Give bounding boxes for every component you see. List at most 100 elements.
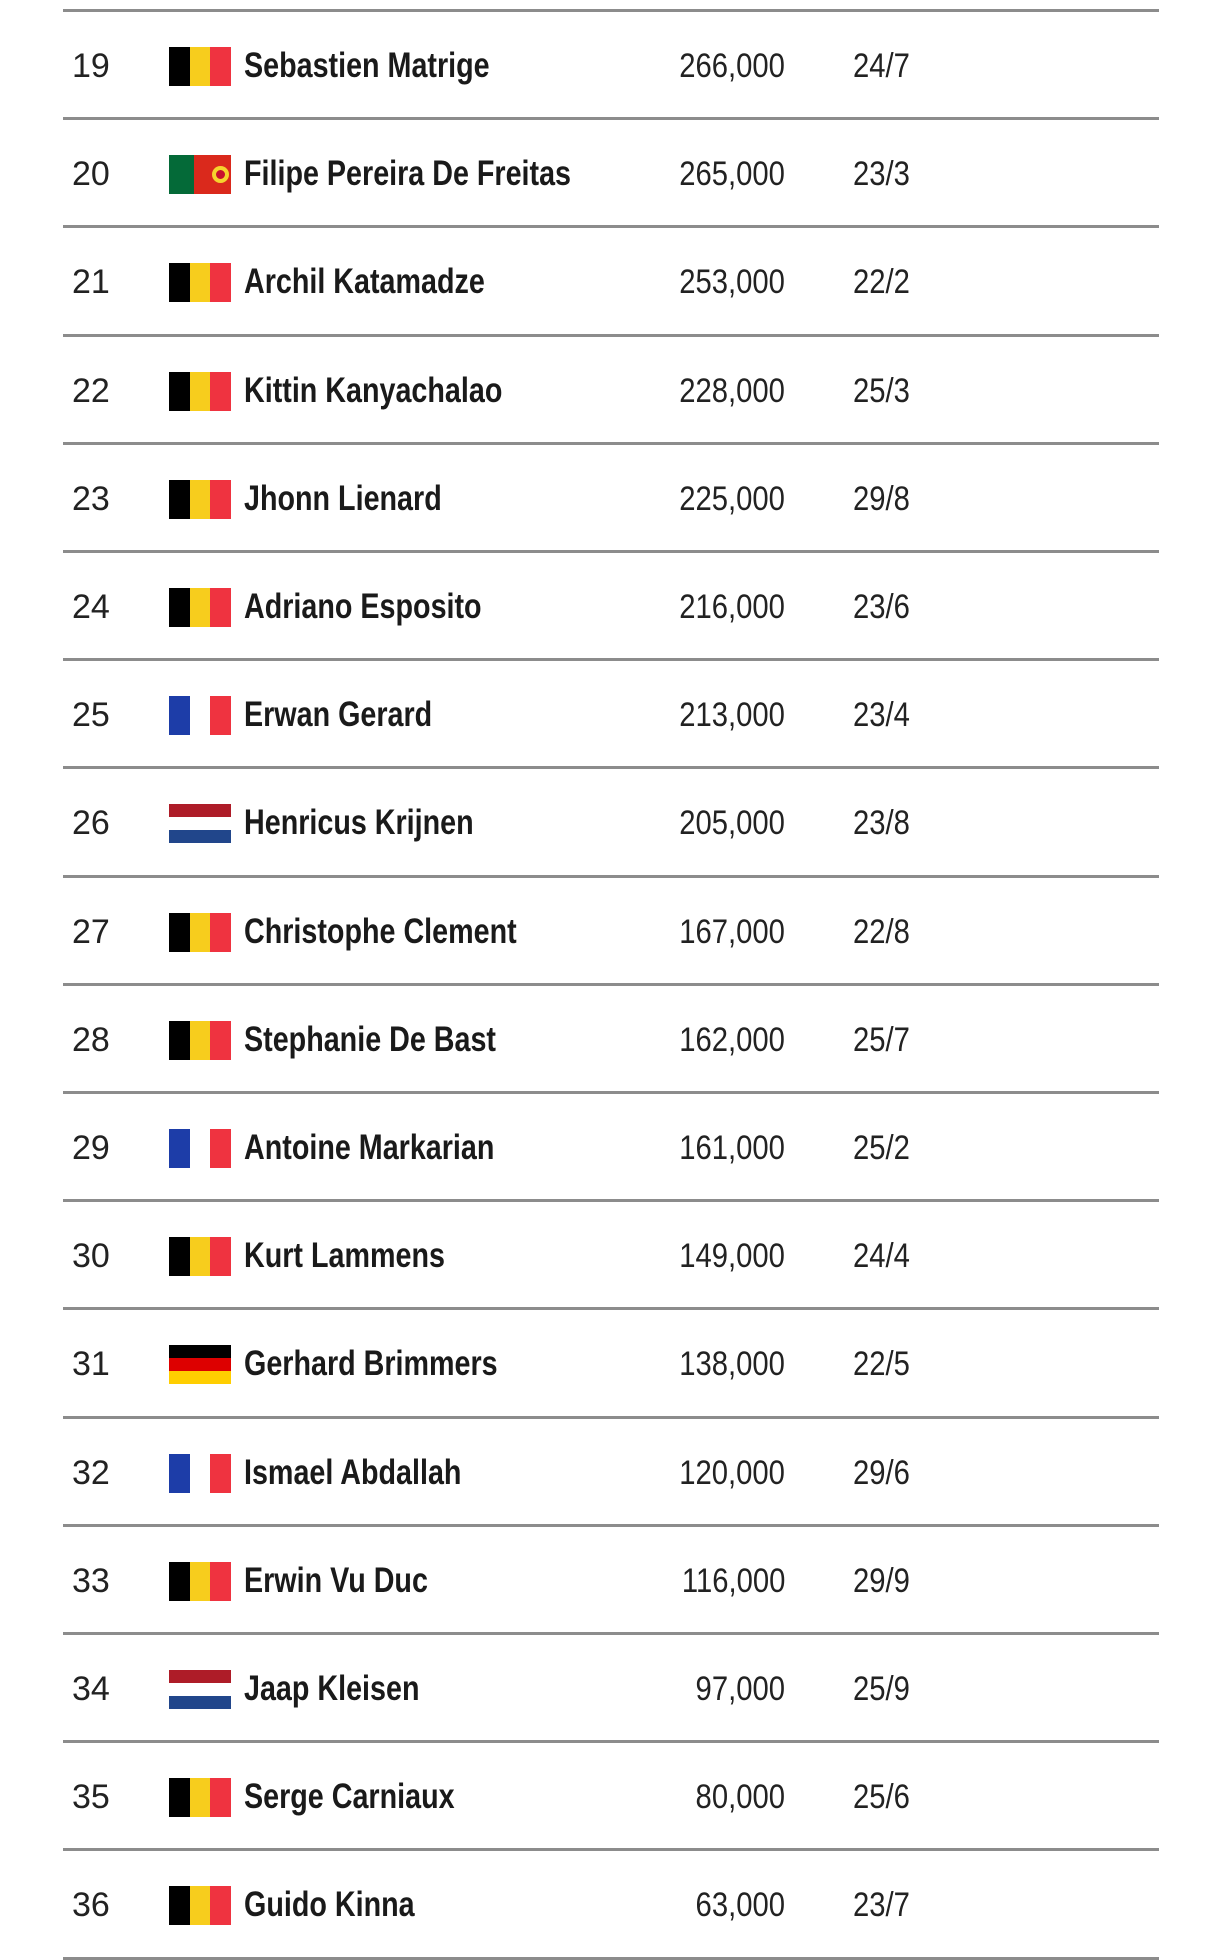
- belgium-flag-icon: [169, 371, 231, 411]
- player-name: Archil Katamadze: [244, 262, 485, 302]
- points-cell: 167,000: [679, 912, 785, 951]
- date-cell: 22/8: [853, 912, 910, 951]
- belgium-flag-icon: [169, 263, 231, 303]
- points-cell: 216,000: [679, 588, 785, 626]
- rank-cell: 33: [72, 1561, 110, 1600]
- table-row[interactable]: 32 Ismael Abdallah 120,000 29/6: [63, 1419, 1159, 1527]
- rank-cell: 31: [72, 1345, 110, 1384]
- belgium-flag-icon: [169, 47, 231, 86]
- table-row[interactable]: 20 Filipe Pereira De Freitas 265,000 23/3: [63, 120, 1159, 228]
- belgium-flag-icon: [169, 588, 231, 627]
- row-divider: [63, 1956, 1159, 1960]
- table-row[interactable]: 26 Henricus Krijnen 205,000 23/8: [63, 769, 1159, 877]
- player-name: Jhonn Lienard: [244, 478, 442, 518]
- rank-cell: 32: [72, 1453, 110, 1492]
- player-name: Erwin Vu Duc: [244, 1560, 428, 1600]
- player-name: Ismael Abdallah: [244, 1452, 462, 1492]
- rank-cell: 23: [72, 479, 110, 518]
- france-flag-icon: [169, 1453, 231, 1493]
- player-name: Henricus Krijnen: [244, 803, 474, 843]
- player-name: Adriano Esposito: [244, 587, 482, 626]
- player-name: Guido Kinna: [244, 1885, 415, 1925]
- table-row[interactable]: 19 Sebastien Matrige 266,000 24/7: [63, 12, 1159, 120]
- row-divider: [63, 1091, 1159, 1094]
- belgium-flag-icon: [169, 1237, 231, 1277]
- date-cell: 25/7: [853, 1020, 910, 1059]
- row-divider: [63, 1632, 1159, 1635]
- date-cell: 25/3: [853, 371, 910, 410]
- date-cell: 29/9: [853, 1561, 910, 1600]
- player-name: Serge Carniaux: [244, 1777, 455, 1817]
- points-cell: 97,000: [695, 1670, 785, 1708]
- table-row[interactable]: 23 Jhonn Lienard 225,000 29/8: [63, 445, 1159, 553]
- date-cell: 22/5: [853, 1345, 910, 1384]
- belgium-flag-icon: [169, 1778, 231, 1818]
- player-name: Erwan Gerard: [244, 695, 433, 735]
- rank-cell: 20: [72, 155, 110, 194]
- table-row[interactable]: 22 Kittin Kanyachalao 228,000 25/3: [63, 337, 1159, 445]
- row-divider: [63, 441, 1159, 445]
- belgium-flag-icon: [169, 912, 231, 952]
- player-name: Jaap Kleisen: [244, 1669, 420, 1708]
- row-divider: [63, 1415, 1159, 1419]
- points-cell: 228,000: [679, 371, 785, 410]
- row-divider: [63, 1307, 1159, 1311]
- rank-cell: 28: [72, 1020, 110, 1059]
- row-divider: [63, 658, 1159, 662]
- rank-cell: 27: [72, 912, 110, 951]
- row-divider: [63, 766, 1159, 770]
- table-row[interactable]: 27 Christophe Clement 167,000 22/8: [63, 878, 1159, 986]
- germany-flag-icon: [169, 1345, 231, 1385]
- date-cell: 25/9: [853, 1670, 910, 1708]
- date-cell: 24/4: [853, 1237, 910, 1276]
- points-cell: 120,000: [679, 1453, 785, 1492]
- points-cell: 149,000: [679, 1237, 785, 1276]
- table-row[interactable]: 31 Gerhard Brimmers 138,000 22/5: [63, 1310, 1159, 1418]
- row-divider: [63, 1199, 1159, 1203]
- points-cell: 205,000: [679, 804, 785, 843]
- belgium-flag-icon: [169, 1886, 231, 1926]
- points-cell: 116,000: [681, 1561, 785, 1600]
- points-cell: 266,000: [679, 47, 785, 85]
- rank-cell: 19: [72, 47, 110, 85]
- row-divider: [63, 550, 1159, 553]
- points-cell: 63,000: [695, 1886, 785, 1925]
- rank-cell: 34: [72, 1670, 110, 1708]
- table-row[interactable]: 29 Antoine Markarian 161,000 25/2: [63, 1094, 1159, 1202]
- netherlands-flag-icon: [169, 804, 231, 844]
- france-flag-icon: [169, 1129, 231, 1168]
- date-cell: 23/7: [853, 1886, 910, 1925]
- date-cell: 29/6: [853, 1453, 910, 1492]
- table-row[interactable]: 30 Kurt Lammens 149,000 24/4: [63, 1202, 1159, 1310]
- table-row[interactable]: 35 Serge Carniaux 80,000 25/6: [63, 1743, 1159, 1851]
- points-cell: 162,000: [679, 1020, 785, 1059]
- table-row[interactable]: 24 Adriano Esposito 216,000 23/6: [63, 553, 1159, 661]
- rank-cell: 22: [72, 371, 110, 410]
- rank-cell: 25: [72, 696, 110, 735]
- row-divider: [63, 225, 1159, 229]
- table-row[interactable]: 34 Jaap Kleisen 97,000 25/9: [63, 1635, 1159, 1743]
- belgium-flag-icon: [169, 479, 231, 519]
- belgium-flag-icon: [169, 1561, 231, 1601]
- table-row[interactable]: 21 Archil Katamadze 253,000 22/2: [63, 228, 1159, 336]
- points-cell: 225,000: [679, 479, 785, 518]
- row-divider: [63, 9, 1159, 12]
- row-divider: [63, 1848, 1159, 1852]
- table-row[interactable]: 33 Erwin Vu Duc 116,000 29/9: [63, 1527, 1159, 1635]
- points-cell: 213,000: [679, 696, 785, 735]
- date-cell: 25/2: [853, 1129, 910, 1167]
- points-cell: 253,000: [679, 263, 785, 302]
- player-name: Kurt Lammens: [244, 1236, 445, 1276]
- points-cell: 80,000: [695, 1778, 785, 1817]
- date-cell: 29/8: [853, 479, 910, 518]
- table-row[interactable]: 36 Guido Kinna 63,000 23/7: [63, 1851, 1159, 1959]
- points-cell: 265,000: [679, 155, 785, 194]
- table-row[interactable]: 25 Erwan Gerard 213,000 23/4: [63, 661, 1159, 769]
- table-row[interactable]: 28 Stephanie De Bast 162,000 25/7: [63, 986, 1159, 1094]
- rank-cell: 29: [72, 1129, 110, 1167]
- rank-cell: 30: [72, 1237, 110, 1276]
- date-cell: 25/6: [853, 1778, 910, 1817]
- player-name: Gerhard Brimmers: [244, 1344, 498, 1384]
- row-divider: [63, 874, 1159, 878]
- player-name: Filipe Pereira De Freitas: [244, 154, 572, 194]
